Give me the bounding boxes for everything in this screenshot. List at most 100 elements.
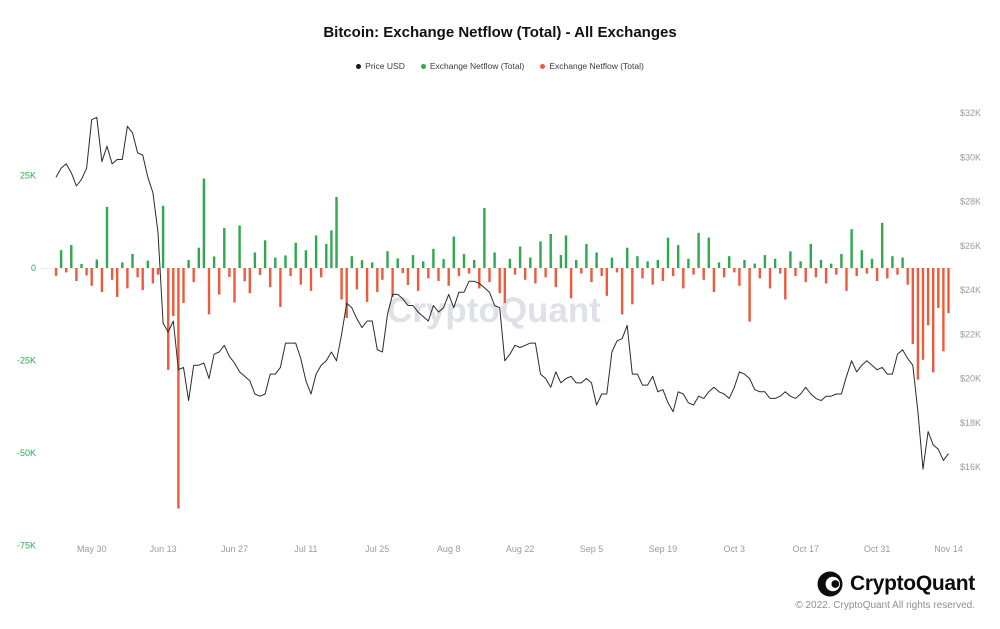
- legend-item-netflow-negative[interactable]: Exchange Netflow (Total): [540, 61, 644, 71]
- netflow-bar: [345, 268, 348, 318]
- x-axis-tick: Nov 14: [934, 544, 963, 554]
- netflow-bar: [549, 234, 552, 268]
- netflow-bar: [396, 258, 399, 268]
- netflow-bar: [906, 268, 909, 285]
- netflow-bar: [911, 268, 914, 344]
- netflow-bar: [763, 255, 767, 269]
- brand-name[interactable]: CryptoQuant: [849, 572, 975, 595]
- right-axis-tick: $32K: [960, 108, 981, 118]
- netflow-bar: [615, 268, 619, 273]
- netflow-bar: [284, 255, 287, 268]
- netflow-bar: [575, 259, 578, 268]
- netflow-bar: [809, 243, 812, 268]
- x-axis-tick: Jun 27: [221, 544, 248, 554]
- netflow-bar: [437, 268, 440, 281]
- netflow-bar: [105, 206, 109, 268]
- netflow-bar: [218, 268, 221, 295]
- netflow-bar: [289, 268, 292, 277]
- right-axis-tick: $26K: [960, 241, 981, 251]
- netflow-bar: [513, 268, 517, 275]
- netflow-bar: [891, 256, 894, 268]
- netflow-bar: [830, 263, 833, 268]
- netflow-bar: [432, 248, 435, 268]
- netflow-bar: [748, 268, 751, 322]
- price-line: [55, 116, 949, 470]
- netflow-bar: [182, 268, 185, 304]
- netflow-bar: [840, 253, 843, 268]
- netflow-bar: [865, 268, 869, 274]
- netflow-bar: [151, 268, 155, 284]
- x-axis-tick: Oct 31: [864, 544, 891, 554]
- netflow-bar: [452, 236, 455, 269]
- netflow-bar: [916, 268, 920, 380]
- netflow-bar: [70, 245, 73, 268]
- netflow-bar: [559, 255, 563, 269]
- right-axis-tick: $16K: [960, 462, 981, 472]
- netflow-bar: [304, 250, 308, 268]
- netflow-bar: [172, 268, 175, 317]
- netflow-bar: [753, 263, 756, 268]
- netflow-bar: [712, 268, 716, 293]
- netflow-bar: [661, 268, 665, 281]
- netflow-bar: [416, 268, 420, 291]
- netflow-bar: [875, 268, 879, 281]
- right-axis-tick: $22K: [960, 329, 981, 339]
- netflow-bar: [860, 250, 863, 268]
- netflow-bar: [626, 247, 629, 269]
- netflow-bar: [177, 268, 180, 509]
- netflow-bar: [116, 268, 119, 297]
- right-axis-tick: $20K: [960, 374, 981, 384]
- netflow-bar: [646, 261, 649, 268]
- netflow-bar: [518, 246, 522, 268]
- netflow-bar: [692, 268, 695, 275]
- brand-row: CryptoQuant: [795, 571, 975, 597]
- netflow-bar: [534, 268, 537, 284]
- x-axis-tick: Jul 25: [365, 544, 389, 554]
- netflow-bar: [141, 268, 144, 291]
- netflow-bar: [631, 268, 634, 305]
- netflow-bar: [243, 268, 246, 282]
- netflow-bar: [529, 257, 532, 268]
- netflow-bar: [804, 268, 807, 283]
- netflow-bar: [773, 258, 777, 269]
- right-axis-tick: $30K: [960, 152, 981, 162]
- netflow-bar: [564, 235, 568, 268]
- netflow-bar: [677, 245, 680, 268]
- netflow-bar: [498, 268, 501, 294]
- netflow-bar: [595, 252, 598, 268]
- netflow-bar: [447, 268, 450, 286]
- netflow-bar: [569, 268, 573, 299]
- netflow-bar: [488, 268, 491, 283]
- netflow-bar: [294, 242, 297, 268]
- netflow-bar: [483, 208, 486, 268]
- chart-legend: Price USD Exchange Netflow (Total) Excha…: [0, 61, 1000, 71]
- netflow-bar: [202, 178, 206, 268]
- legend-item-netflow-positive[interactable]: Exchange Netflow (Total): [420, 61, 524, 71]
- netflow-bar: [554, 268, 557, 288]
- netflow-bar: [824, 268, 828, 284]
- netflow-bar: [422, 261, 425, 268]
- netflow-bar: [687, 258, 690, 269]
- netflow-bar: [59, 250, 63, 268]
- netflow-bar: [845, 268, 848, 291]
- left-axis-tick: 25K: [20, 171, 36, 181]
- legend-dot-netflow-negative-icon: [540, 63, 546, 69]
- x-axis-tick: Aug 8: [437, 544, 461, 554]
- netflow-bar: [799, 261, 802, 268]
- netflow-bar: [386, 251, 389, 268]
- netflow-bar: [187, 259, 190, 268]
- netflow-bar: [585, 243, 588, 268]
- netflow-bar: [314, 235, 318, 268]
- netflow-bar: [279, 268, 282, 307]
- netflow-bar: [100, 268, 104, 293]
- legend-item-price-usd[interactable]: Price USD: [356, 61, 405, 71]
- x-axis-tick: Sep 19: [649, 544, 678, 554]
- netflow-bar: [309, 268, 313, 291]
- netflow-bar: [462, 253, 466, 268]
- netflow-bar: [656, 259, 659, 268]
- netflow-bar: [320, 268, 323, 278]
- netflow-bar: [95, 259, 98, 268]
- x-axis-tick: Oct 17: [792, 544, 819, 554]
- netflow-bar: [75, 268, 78, 281]
- netflow-bar: [223, 228, 226, 268]
